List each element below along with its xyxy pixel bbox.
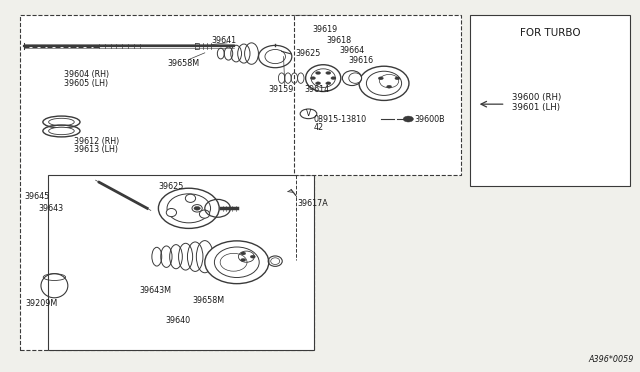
Text: 39664: 39664: [339, 46, 364, 55]
Text: 39619: 39619: [312, 25, 337, 34]
Text: 39645: 39645: [24, 192, 49, 201]
Bar: [20, 15, 314, 350]
Ellipse shape: [342, 71, 362, 86]
Ellipse shape: [49, 118, 74, 126]
Circle shape: [326, 71, 331, 74]
Ellipse shape: [192, 205, 202, 212]
Text: 39601 (LH): 39601 (LH): [512, 103, 560, 112]
Circle shape: [326, 82, 331, 85]
Circle shape: [316, 82, 321, 85]
Circle shape: [387, 85, 392, 88]
Ellipse shape: [205, 241, 269, 284]
Text: 39616: 39616: [349, 56, 374, 65]
Ellipse shape: [200, 210, 210, 218]
Circle shape: [250, 255, 255, 258]
Text: 39614: 39614: [304, 85, 329, 94]
Text: 39641: 39641: [211, 36, 236, 45]
Text: 39605 (LH): 39605 (LH): [64, 79, 108, 88]
Text: 08915-13810: 08915-13810: [314, 115, 367, 124]
Text: 39643M: 39643M: [140, 286, 172, 295]
Text: 39600 (RH): 39600 (RH): [512, 93, 561, 102]
Circle shape: [241, 259, 246, 262]
Bar: [470, 15, 630, 186]
Text: 39640: 39640: [165, 316, 190, 325]
Text: 39604 (RH): 39604 (RH): [64, 70, 109, 79]
Text: 39658M: 39658M: [192, 296, 224, 305]
Text: 39618: 39618: [326, 36, 351, 45]
Text: 39658M: 39658M: [168, 59, 200, 68]
Ellipse shape: [49, 127, 74, 135]
Circle shape: [331, 77, 336, 80]
Ellipse shape: [259, 45, 292, 68]
Circle shape: [395, 77, 400, 80]
Text: 39612 (RH): 39612 (RH): [74, 137, 119, 146]
Ellipse shape: [166, 208, 177, 217]
Circle shape: [316, 71, 321, 74]
Circle shape: [403, 116, 413, 122]
Text: 39209M: 39209M: [26, 299, 58, 308]
Text: 39617A: 39617A: [298, 199, 328, 208]
Ellipse shape: [306, 65, 341, 92]
Text: 39625: 39625: [296, 49, 321, 58]
Text: FOR TURBO: FOR TURBO: [520, 29, 580, 38]
Text: 39159: 39159: [269, 85, 294, 94]
Bar: [48, 175, 314, 350]
Text: 39625: 39625: [159, 182, 184, 190]
Circle shape: [194, 206, 200, 210]
Circle shape: [241, 252, 246, 255]
Text: 39600B: 39600B: [415, 115, 445, 124]
Text: 42: 42: [314, 123, 324, 132]
Circle shape: [310, 77, 316, 80]
Text: V: V: [306, 109, 311, 118]
Circle shape: [378, 77, 383, 80]
Ellipse shape: [359, 66, 409, 100]
Text: 39643: 39643: [38, 204, 63, 213]
Text: 39613 (LH): 39613 (LH): [74, 145, 118, 154]
Text: A396*0059: A396*0059: [588, 355, 634, 364]
Ellipse shape: [186, 194, 196, 202]
Ellipse shape: [158, 188, 219, 228]
Ellipse shape: [271, 258, 280, 264]
Bar: [294, 15, 461, 175]
